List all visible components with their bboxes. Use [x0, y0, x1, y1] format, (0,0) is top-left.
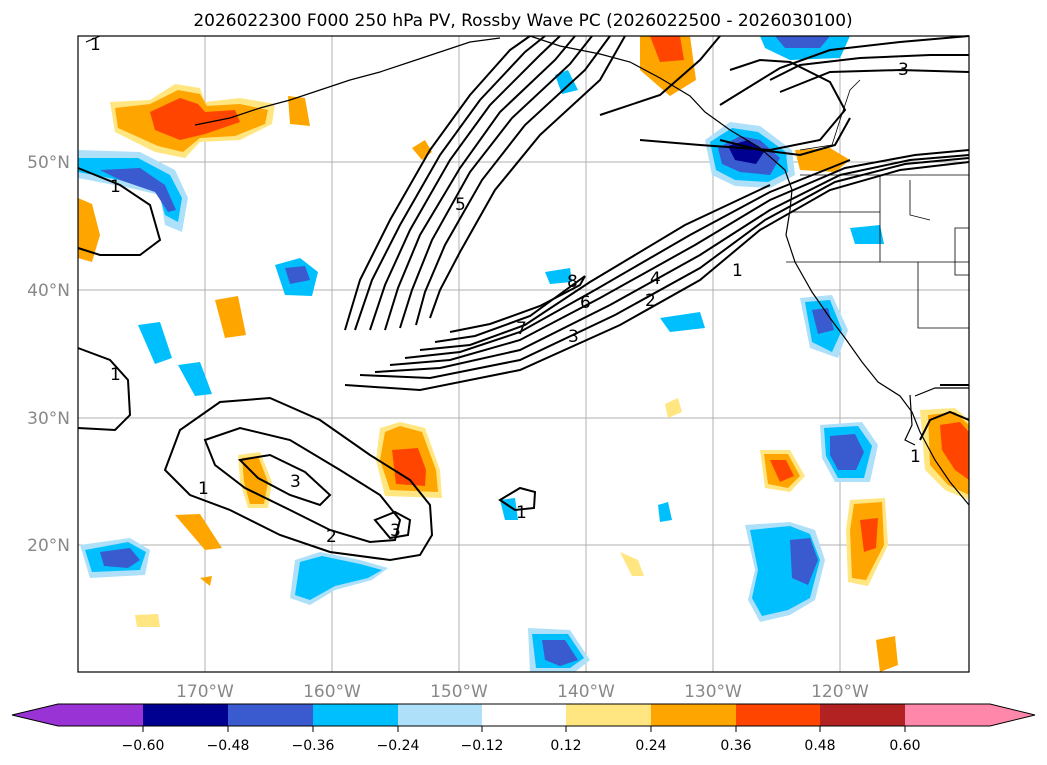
colorbar-tick-label: −0.48	[207, 738, 250, 754]
colorbar: −0.60 −0.48 −0.36 −0.24 −0.12 0.12 0.24 …	[11, 703, 1036, 754]
contour-label: 6	[580, 293, 591, 313]
latitude-labels: 50°N 40°N 30°N 20°N	[27, 153, 70, 556]
colorbar-tick-label: 0.48	[804, 738, 835, 754]
colorbar-tick-label: −0.24	[377, 738, 420, 754]
lon-label: 150°W	[430, 682, 488, 702]
colorbar-tick-label: −0.36	[292, 738, 335, 754]
colorbar-bin	[905, 704, 990, 726]
map-frame	[77, 35, 970, 673]
lat-label: 30°N	[27, 409, 70, 429]
contour-labels: 1 1 1 1 1 1 1 2 2 3 3 3 3 4 5 6 7 8	[90, 35, 921, 547]
lon-label: 170°W	[176, 682, 234, 702]
colorbar-tick-label: 0.60	[889, 738, 920, 754]
lat-label: 20°N	[27, 536, 70, 556]
lon-label: 140°W	[557, 682, 615, 702]
lon-label: 120°W	[811, 682, 869, 702]
colorbar-bin	[736, 704, 820, 726]
colorbar-ticks	[142, 726, 906, 732]
colorbar-bin	[143, 704, 228, 726]
lat-label: 40°N	[27, 281, 70, 301]
colorbar-extend-max	[990, 704, 1035, 726]
contour-label: 5	[455, 195, 466, 215]
contour-label: 3	[390, 521, 401, 541]
colorbar-bin	[566, 704, 651, 726]
colorbar-tick-label: −0.12	[461, 738, 504, 754]
colorbar-bin	[313, 704, 398, 726]
rw-contours	[77, 35, 970, 562]
contour-label: 1	[910, 447, 921, 467]
contour-label: 1	[732, 261, 743, 281]
longitude-labels: 170°W 160°W 150°W 140°W 130°W 120°W	[176, 682, 869, 702]
contour-label: 1	[90, 35, 101, 55]
lon-label: 130°W	[684, 682, 742, 702]
colorbar-bin	[651, 704, 736, 726]
contour-label: 3	[568, 327, 579, 347]
contour-label: 4	[650, 269, 661, 289]
contour-label: 1	[110, 365, 121, 385]
contour-label: 8	[567, 272, 578, 292]
lon-label: 160°W	[303, 682, 361, 702]
contour-label: 7	[516, 319, 527, 339]
lat-label: 50°N	[27, 153, 70, 173]
contour-label: 2	[326, 527, 337, 547]
contour-label: 1	[110, 177, 121, 197]
colorbar-tick-label: 0.12	[550, 738, 581, 754]
contour-label: 3	[898, 60, 909, 80]
colorbar-bin	[820, 704, 905, 726]
map-title: 2026022300 F000 250 hPa PV, Rossby Wave …	[193, 11, 852, 31]
map-panel: 1 1 1 1 1 1 1 2 2 3 3 3 3 4 5 6 7 8	[77, 35, 970, 673]
colorbar-tick-label: −0.60	[122, 738, 165, 754]
coastlines	[85, 35, 970, 506]
colorbar-bin	[58, 704, 143, 726]
contour-label: 1	[516, 503, 527, 523]
contour-label: 1	[198, 479, 209, 499]
pv-anomaly-fills	[78, 36, 969, 672]
colorbar-extend-min	[12, 704, 58, 726]
contour-label: 2	[645, 291, 656, 311]
colorbar-bin	[228, 704, 313, 726]
contour-label: 3	[290, 472, 301, 492]
colorbar-tick-label: 0.24	[635, 738, 666, 754]
colorbar-bin	[482, 704, 566, 726]
colorbar-bin	[398, 704, 482, 726]
colorbar-tick-label: 0.36	[720, 738, 751, 754]
colorbar-tick-labels: −0.60 −0.48 −0.36 −0.24 −0.12 0.12 0.24 …	[122, 738, 921, 754]
